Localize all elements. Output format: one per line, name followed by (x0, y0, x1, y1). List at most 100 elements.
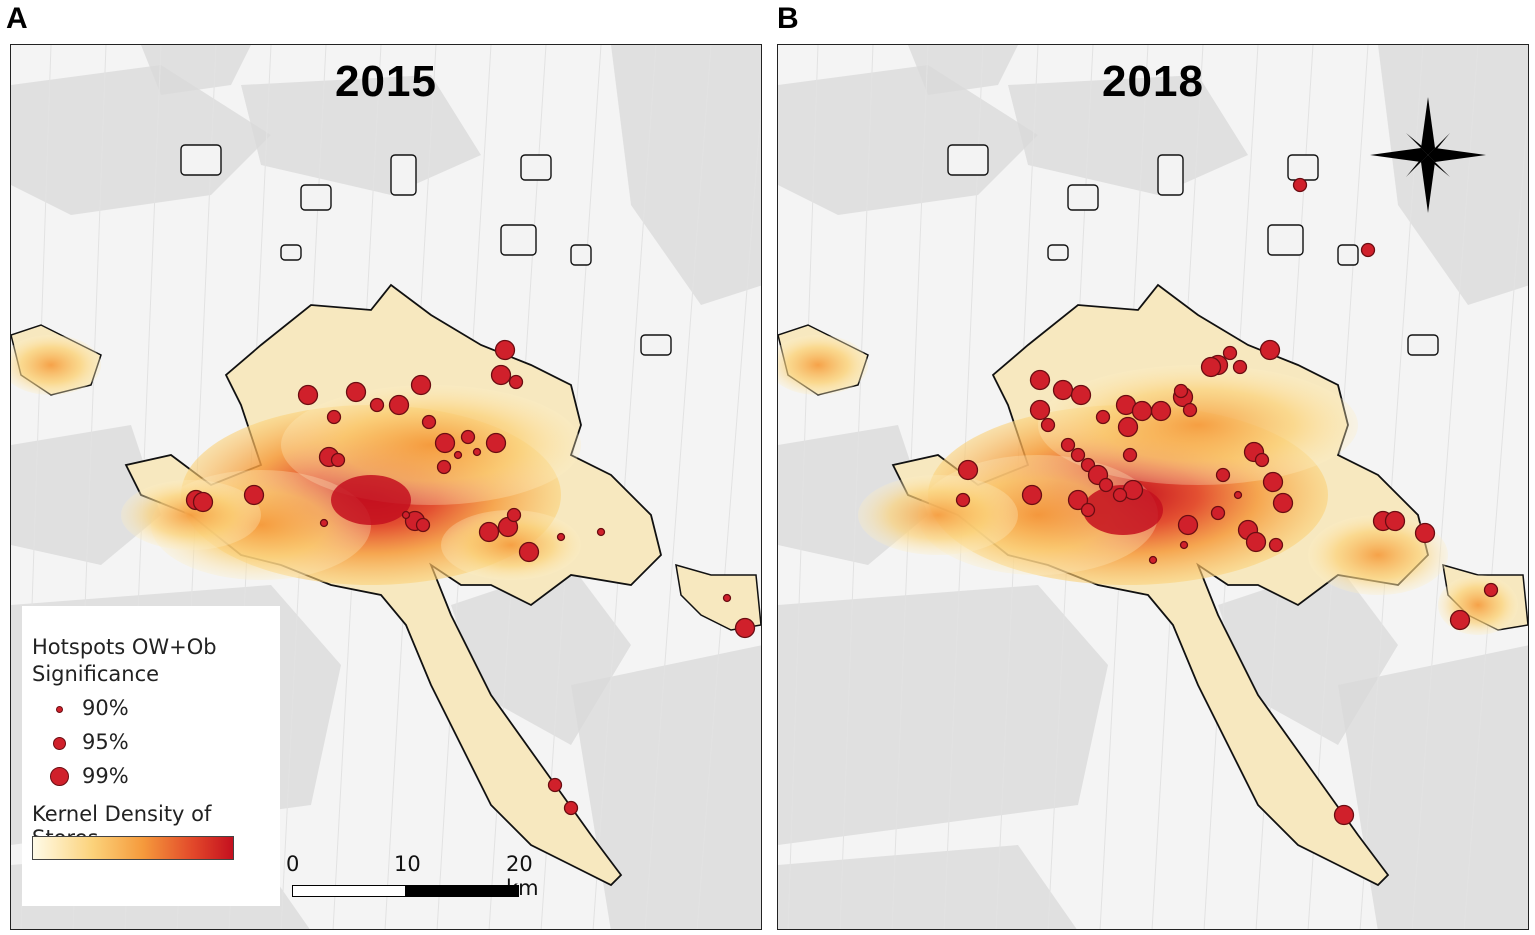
hotspot-circle (1483, 582, 1499, 598)
hotspot-circle (415, 517, 431, 533)
hotspot-circle (326, 409, 342, 425)
kernel-density-blob-3 (121, 480, 261, 550)
hotspot-circle (1131, 400, 1153, 422)
terrain-area-2 (611, 45, 761, 305)
terrain-area-4 (778, 585, 1108, 845)
locality-boundary-3 (1287, 154, 1319, 181)
hotspot-circle (478, 521, 500, 543)
hotspot-circle (1029, 369, 1051, 391)
locality-boundary-6 (640, 334, 672, 356)
hotspot-circle (436, 459, 452, 475)
hotspot-circle (388, 394, 410, 416)
locality-boundary-3 (520, 154, 552, 181)
kernel-density-peak (1083, 485, 1163, 535)
kernel-density-blob-5 (11, 335, 101, 395)
hotspot-circle (1182, 402, 1198, 418)
hotspot-circle (1080, 502, 1096, 518)
terrain-area-7 (778, 845, 1077, 929)
road-line (839, 45, 874, 929)
scale-segment-black (405, 885, 519, 897)
hotspot-circle (485, 432, 507, 454)
hotspot-circle (1215, 467, 1231, 483)
hotspot-circle (508, 374, 524, 390)
hotspot-circle (1177, 514, 1199, 536)
hotspot-circle (1232, 359, 1248, 375)
legend-dot-large-icon (50, 767, 69, 786)
locality-boundary-4 (1337, 244, 1359, 266)
road-line (787, 45, 819, 929)
panel-letter-a: A (6, 2, 28, 35)
hotspot-circle (1070, 384, 1092, 406)
terrain-area-0 (11, 65, 271, 215)
kernel-density-blob-4 (441, 510, 581, 580)
legend-dot-small-icon (56, 706, 63, 713)
scale-bar: 0 10 20 km (282, 852, 542, 912)
locality-boundary-1 (1067, 184, 1099, 211)
hotspot-circle (1200, 356, 1222, 378)
hotspot-circle (319, 518, 329, 528)
hotspot-circle (1150, 400, 1172, 422)
hotspot-circle (596, 527, 606, 537)
hotspot-circle (410, 374, 432, 396)
kernel-density-blob-2 (281, 385, 581, 505)
hotspot-circle (1070, 447, 1086, 463)
locality-boundary-4 (570, 244, 592, 266)
hotspot-circle (1333, 804, 1355, 826)
hotspot-circle (1021, 484, 1043, 506)
hotspot-circle (1148, 555, 1158, 565)
hotspot-circle (369, 397, 385, 413)
hotspot-circle (563, 800, 579, 816)
hotspot-circle (1262, 471, 1284, 493)
kernel-density-color-ramp (32, 836, 234, 860)
locality-boundary-7 (280, 244, 302, 261)
kernel-density-blob-6 (1438, 575, 1518, 635)
terrain-area-1 (1008, 75, 1248, 195)
hotspot-circle (1117, 416, 1139, 438)
hotspot-circle (1254, 452, 1270, 468)
legend-dot-medium-icon (53, 737, 66, 750)
hotspot-circle (547, 777, 563, 793)
hotspot-circle (1067, 489, 1089, 511)
hotspot-circle (722, 593, 732, 603)
map-panel-2018: 2018 (777, 44, 1529, 930)
kernel-density-peak (331, 475, 411, 525)
map-title-2015: 2015 (335, 57, 437, 106)
terrain-area-8 (908, 45, 1018, 95)
hotspot-circle (955, 492, 971, 508)
locality-boundary-0 (180, 144, 222, 176)
terrain-area-6 (1338, 645, 1528, 929)
kernel-density-blob-2 (1038, 365, 1358, 485)
terrain-area-3 (11, 425, 161, 565)
locality-boundary-6 (1407, 334, 1439, 356)
hotspot-circle (1179, 540, 1189, 550)
hotspot-circle (1173, 383, 1189, 399)
panel-letter-b: B (777, 2, 799, 35)
hotspot-circle (434, 432, 456, 454)
hotspot-circle (453, 450, 463, 460)
hotspot-circle (1222, 345, 1238, 361)
hotspot-circle (734, 617, 756, 639)
hotspot-circle (1360, 242, 1376, 258)
kernel-density-blob-3 (858, 475, 1018, 555)
terrain-area-1 (241, 75, 481, 195)
hotspot-circle (1060, 437, 1076, 453)
kernel-density-blob-4 (1308, 515, 1448, 595)
hotspot-circle (957, 459, 979, 481)
map-title-2018: 2018 (1102, 57, 1204, 106)
hotspot-circle (1414, 522, 1436, 544)
hotspot-circle (192, 491, 214, 513)
hotspot-circle (518, 541, 540, 563)
hotspot-circle (1112, 487, 1128, 503)
hotspot-circle (1095, 409, 1111, 425)
hotspot-circle (460, 429, 476, 445)
hotspot-circle (1233, 490, 1243, 500)
scale-label-20km: 20 km (506, 852, 539, 900)
hotspot-circle (1292, 177, 1308, 193)
map-legend: Hotspots OW+Ob Significance 90% 95% 99% … (22, 606, 280, 906)
hotspot-circle (1268, 537, 1284, 553)
legend-hotspot-title: Hotspots OW+Ob Significance (32, 635, 217, 686)
hotspot-circle (297, 384, 319, 406)
hotspot-circle (506, 507, 522, 523)
scale-label-0: 0 (286, 852, 300, 876)
hotspot-circle (556, 532, 566, 542)
